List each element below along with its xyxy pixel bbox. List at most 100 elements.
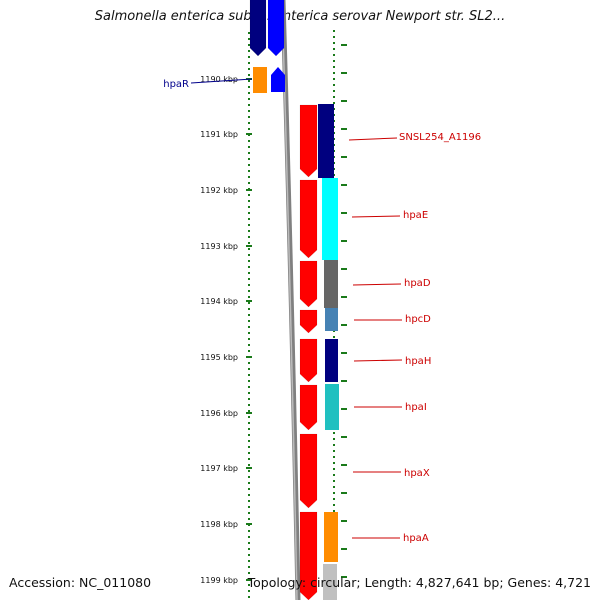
ruler-dot xyxy=(333,90,335,92)
hpaI-feature[interactable] xyxy=(325,384,339,430)
ruler-dot xyxy=(248,122,250,124)
gene-label-hpaI[interactable]: hpaI xyxy=(405,402,427,413)
leader-line-hpaR xyxy=(190,78,253,84)
cds-forward-5[interactable] xyxy=(299,338,318,383)
cds-forward-3[interactable] xyxy=(299,260,318,308)
tick-mark xyxy=(246,523,252,525)
cds-forward-8[interactable] xyxy=(299,511,318,600)
tick-mark xyxy=(246,189,252,191)
SNSL254_A1196-feature[interactable] xyxy=(318,104,334,178)
gene-block-navy-top[interactable] xyxy=(249,0,267,57)
backbone-line xyxy=(280,0,301,600)
hpaA-feature[interactable] xyxy=(324,512,338,562)
ruler-dot xyxy=(248,158,250,160)
ruler-dot xyxy=(248,350,250,352)
ruler-dot xyxy=(333,48,335,50)
ruler-dot xyxy=(248,266,250,268)
tick-label: 1197 kbp xyxy=(200,464,238,473)
gene-block-grey-bottom[interactable] xyxy=(323,564,337,600)
ruler-dash xyxy=(341,296,347,298)
ruler-dot xyxy=(248,380,250,382)
ruler-dot xyxy=(248,104,250,106)
tick-label: 1199 kbp xyxy=(200,576,238,585)
gene-label-hpaA[interactable]: hpaA xyxy=(403,533,429,544)
ruler-dash xyxy=(341,352,347,354)
ruler-dot xyxy=(248,44,250,46)
ruler-dot xyxy=(248,80,250,82)
ruler-dot xyxy=(248,410,250,412)
gene-label-SNSL254_A1196[interactable]: SNSL254_A1196 xyxy=(399,132,481,143)
ruler-dot xyxy=(248,230,250,232)
ruler-dot xyxy=(248,242,250,244)
gene-label-hpaX[interactable]: hpaX xyxy=(404,468,430,479)
ruler-dash xyxy=(341,212,347,214)
ruler-dot xyxy=(248,428,250,430)
ruler-dot xyxy=(248,218,250,220)
ruler-dot xyxy=(333,42,335,44)
hpaE-feature[interactable] xyxy=(322,178,338,260)
cds-forward-2[interactable] xyxy=(299,179,318,259)
ruler-dot xyxy=(248,68,250,70)
cds-forward-1[interactable] xyxy=(299,104,318,178)
kbp-axis: 1190 kbp 1191 kbp 1192 kbp 1193 kbp 1194 kbp… xyxy=(200,75,252,585)
ruler-dot xyxy=(248,404,250,406)
ruler-dot xyxy=(248,152,250,154)
genome-stats: Topology: circular; Length: 4,827,641 bp… xyxy=(247,575,591,590)
ruler-dot xyxy=(333,444,335,446)
ruler-dot xyxy=(333,336,335,338)
ruler-dot xyxy=(333,96,335,98)
ruler-dot xyxy=(333,84,335,86)
ruler-dot xyxy=(333,456,335,458)
ruler-dot xyxy=(248,506,250,508)
ruler-dot xyxy=(248,446,250,448)
hpaH-feature[interactable] xyxy=(325,339,338,382)
ruler-dot xyxy=(248,566,250,568)
ruler-dot xyxy=(248,302,250,304)
gene-arrow-blue-hpaR[interactable] xyxy=(271,67,285,92)
ruler-dot xyxy=(333,510,335,512)
ruler-dot xyxy=(248,530,250,532)
gene-labels[interactable]: hpaR SNSL254_A1196 hpaE hpaD hpcD hpaH hpaI hpa… xyxy=(163,78,481,544)
gene-label-hpaR[interactable]: hpaR xyxy=(163,79,189,90)
ruler-dot xyxy=(248,272,250,274)
ruler-dash xyxy=(341,240,347,242)
ruler-dot xyxy=(248,314,250,316)
ruler-dot xyxy=(248,56,250,58)
gene-label-hpaH[interactable]: hpaH xyxy=(405,356,431,367)
ruler-dot xyxy=(248,374,250,376)
ruler-dot xyxy=(248,482,250,484)
hpaD-feature[interactable] xyxy=(324,260,338,308)
tick-label: 1194 kbp xyxy=(200,297,238,306)
cds-forward-7[interactable] xyxy=(299,433,318,509)
ruler-dot xyxy=(248,146,250,148)
ruler-dash xyxy=(341,436,347,438)
gene-label-hpcD[interactable]: hpcD xyxy=(405,314,431,325)
cds-forward-6[interactable] xyxy=(299,384,318,431)
gene-label-hpaE[interactable]: hpaE xyxy=(403,210,428,221)
tick-mark xyxy=(246,579,252,581)
gene-label-hpaD[interactable]: hpaD xyxy=(404,278,431,289)
ruler-dot xyxy=(248,308,250,310)
ruler-dot xyxy=(248,476,250,478)
ruler-dot xyxy=(333,66,335,68)
ruler-dash xyxy=(341,268,347,270)
ruler-dot xyxy=(333,432,335,434)
hpaR-feature[interactable] xyxy=(253,67,267,93)
ruler-dot xyxy=(248,326,250,328)
ruler-dot xyxy=(248,74,250,76)
ruler-dot xyxy=(248,512,250,514)
ruler-dot xyxy=(248,440,250,442)
ruler-dot xyxy=(248,458,250,460)
ruler-dash xyxy=(341,324,347,326)
ruler-dot xyxy=(333,492,335,494)
gene-block-blue-top[interactable] xyxy=(267,0,285,57)
hpcD-feature[interactable] xyxy=(325,308,338,331)
ruler-dot xyxy=(248,398,250,400)
ruler-dot xyxy=(248,572,250,574)
ruler-dot xyxy=(248,140,250,142)
cds-forward-4[interactable] xyxy=(299,309,318,334)
gene-features[interactable] xyxy=(249,0,339,600)
map-title: Salmonella enterica subsp. enterica sero… xyxy=(94,9,506,24)
leader-line-hpaH xyxy=(353,359,403,362)
